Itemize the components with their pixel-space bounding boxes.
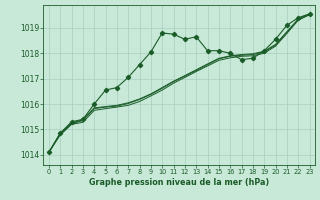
X-axis label: Graphe pression niveau de la mer (hPa): Graphe pression niveau de la mer (hPa) [89,178,269,187]
